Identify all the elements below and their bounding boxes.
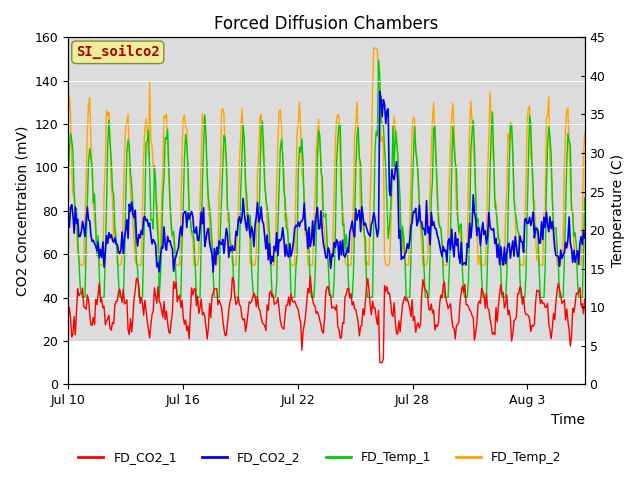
Title: Forced Diffusion Chambers: Forced Diffusion Chambers bbox=[214, 15, 438, 33]
Y-axis label: CO2 Concentration (mV): CO2 Concentration (mV) bbox=[15, 126, 29, 296]
X-axis label: Time: Time bbox=[550, 413, 585, 427]
Legend: FD_CO2_1, FD_CO2_2, FD_Temp_1, FD_Temp_2: FD_CO2_1, FD_CO2_2, FD_Temp_1, FD_Temp_2 bbox=[74, 446, 566, 469]
Y-axis label: Temperature (C): Temperature (C) bbox=[611, 154, 625, 267]
Text: SI_soilco2: SI_soilco2 bbox=[76, 45, 159, 60]
Bar bbox=[68, 37, 585, 341]
